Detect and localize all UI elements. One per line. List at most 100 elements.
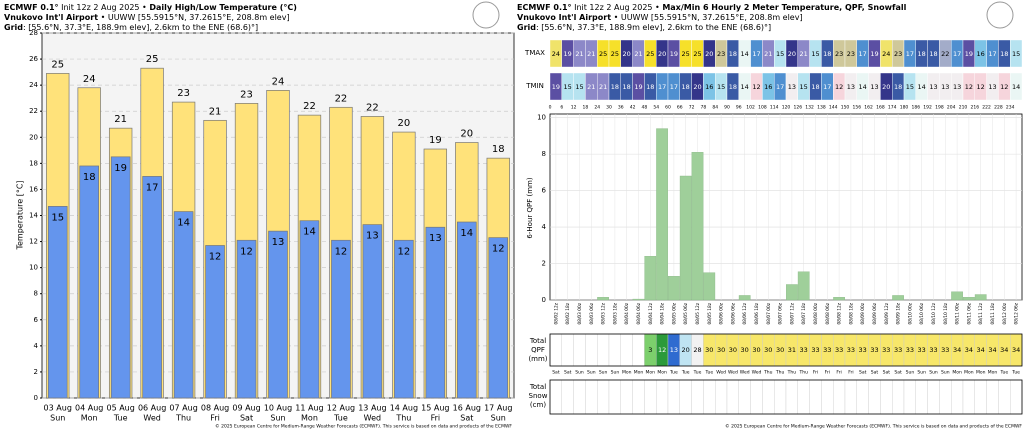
weekday-label: Sun [599, 370, 608, 376]
init: Init 12z 2 Aug 2025 • [61, 3, 147, 12]
heat-label: 21 [575, 50, 583, 58]
y-tick-label: 2 [542, 260, 546, 268]
value-label: 20 [460, 129, 473, 140]
x-tick-label: 08/06 12z [742, 302, 748, 324]
heat-label: 13 [953, 83, 961, 91]
bar [457, 221, 477, 399]
heat-label: 18 [929, 50, 937, 58]
heat-label: 19 [552, 83, 560, 91]
x-tick-label: 08/10 12z [931, 302, 937, 324]
heat-label: 15 [575, 83, 583, 91]
hour-label: 222 [982, 105, 991, 111]
total-label: 30 [741, 346, 749, 354]
bar [597, 297, 609, 301]
heat-label: 23 [894, 50, 902, 58]
x-tick-label: 08/11 00z [955, 302, 961, 324]
snow-cell [774, 379, 787, 415]
x-tick-label: 08/03 12z [601, 302, 607, 324]
total-label: 34 [965, 346, 973, 354]
hour-label: 42 [630, 105, 636, 111]
heat-label: 15 [811, 50, 819, 58]
heat-label: 20 [623, 50, 631, 58]
heat-label: 19 [965, 50, 973, 58]
hour-label: 150 [841, 105, 850, 111]
x-tick-label: 08/04 00z [624, 302, 630, 324]
station-line: Vnukovo Int'l Airport • UUWW [55.5915°N,… [4, 13, 290, 22]
heat-label: 18 [646, 83, 654, 91]
y-tick-label: 10 [29, 264, 38, 272]
snow-cell [573, 379, 586, 415]
value-label: 18 [83, 172, 96, 183]
x-tick-label: 08/05 00z [671, 302, 677, 324]
x-tick-sublabel: Thu [175, 414, 191, 423]
heat-label: 18 [894, 83, 902, 91]
weekday-label: Sat [564, 370, 572, 376]
hour-label: 138 [817, 105, 826, 111]
value-label: 12 [335, 246, 348, 257]
row-label: Snow [529, 392, 548, 400]
heat-label: 17 [776, 83, 784, 91]
hour-label: 60 [665, 105, 671, 111]
heat-label: 23 [717, 50, 725, 58]
heat-label: 18 [623, 83, 631, 91]
heat-label: 17 [988, 50, 996, 58]
x-tick-label: 08/06 00z [719, 302, 725, 324]
x-tick-sublabel: Sat [240, 414, 253, 423]
total-label: 34 [988, 346, 996, 354]
station-info: • UUWW [55.5915°N, 37.2615°E, 208.8m ele… [101, 13, 290, 22]
row-frame [549, 379, 1023, 415]
y-tick-label: 14 [29, 212, 38, 220]
hour-label: 174 [888, 105, 897, 111]
total-label: 3 [648, 346, 652, 354]
value-label: 22 [366, 102, 379, 113]
heat-label: 14 [741, 50, 749, 58]
x-tick-sublabel: Sat [460, 414, 473, 423]
hour-label: 156 [853, 105, 862, 111]
x-tick-label: 12 Aug [327, 404, 355, 413]
heat-label: 12 [977, 83, 985, 91]
heat-label: 19 [634, 83, 642, 91]
hour-label: 132 [805, 105, 814, 111]
heat-label: 25 [599, 50, 607, 58]
model: ECMWF 0.1° [517, 3, 572, 12]
weekday-label: Sun [575, 370, 584, 376]
bar [656, 128, 668, 301]
hour-label: 36 [618, 105, 624, 111]
snow-cell [608, 379, 622, 415]
x-tick-label: 09 Aug [232, 404, 260, 413]
weekday-label: Sun [917, 370, 926, 376]
bar [299, 220, 320, 399]
x-tick-label: 08/06 06z [730, 302, 736, 324]
snow-cell [785, 379, 799, 415]
weekday-label: Tue [693, 370, 702, 376]
heat-label: 14 [1012, 83, 1020, 91]
value-label: 19 [429, 135, 442, 146]
heat-label: 25 [646, 50, 654, 58]
total-label: 34 [1012, 346, 1020, 354]
bar [142, 176, 162, 399]
hour-label: 24 [594, 105, 600, 111]
heat-label: 20 [882, 83, 890, 91]
snow-cell [738, 379, 751, 415]
y-tick-label: 6 [542, 187, 547, 195]
heat-label: 15 [906, 83, 914, 91]
x-tick-label: 17 Aug [484, 404, 512, 413]
x-tick-label: 08/07 12z [789, 302, 795, 324]
heat-label: 21 [634, 50, 642, 58]
station: Vnukovo Int'l Airport [517, 13, 611, 22]
value-label: 22 [303, 101, 316, 112]
value-label: 19 [114, 163, 127, 174]
grid-info: : [55.6°N, 37.3°E, 188.9m elev], 2.6km t… [536, 23, 771, 32]
row-frame [549, 333, 1023, 367]
heat-label: 17 [670, 83, 678, 91]
total-cell [573, 333, 586, 367]
x-tick-label: 08/06 18z [754, 302, 760, 324]
x-tick-label: 08/03 00z [577, 302, 583, 324]
hour-label: 210 [959, 105, 968, 111]
snow-cell [833, 379, 846, 415]
snow-cell [962, 379, 976, 415]
y-tick-label: 16 [29, 185, 38, 193]
heat-label: 18 [729, 50, 737, 58]
total-label: 34 [977, 346, 985, 354]
snow-cell [844, 379, 858, 415]
